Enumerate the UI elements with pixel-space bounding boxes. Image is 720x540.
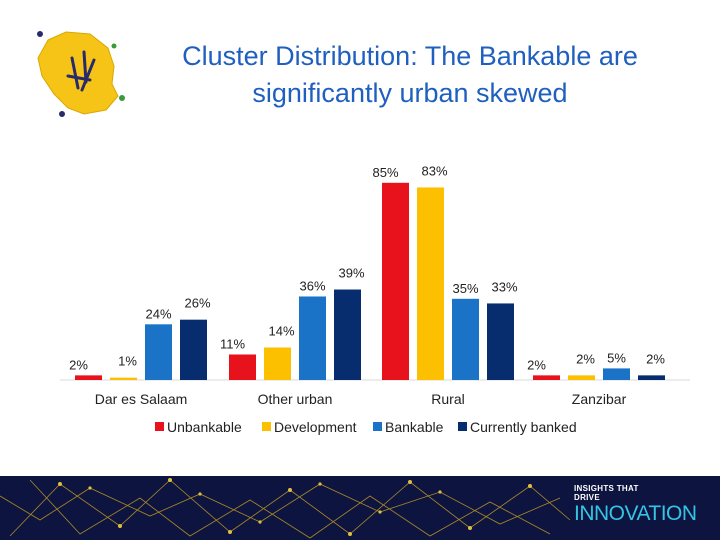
data-label-bankable-rural: 35% [452, 281, 478, 296]
data-label-development-zanzibar: 2% [576, 351, 595, 366]
legend-label-unbankable: Unbankable [167, 419, 242, 435]
chart-title-line-1: Cluster Distribution: The Bankable are [182, 41, 638, 71]
legend-label-currently-banked: Currently banked [470, 419, 577, 435]
data-label-unbankable-zanzibar: 2% [527, 357, 546, 372]
bar-bankable-dar-es-salaam [145, 324, 172, 380]
bar-unbankable-other-urban [229, 354, 256, 380]
data-label-currently-banked-rural: 33% [491, 279, 517, 294]
bar-unbankable-rural [382, 182, 409, 380]
bar-currently-banked-dar-es-salaam [180, 319, 207, 380]
brand-tagline-2: DRIVE [574, 493, 600, 502]
data-label-development-other-urban: 14% [268, 324, 294, 339]
brand-logo: INSIGHTS THAT DRIVE INNOVATION [574, 484, 714, 526]
data-label-bankable-other-urban: 36% [299, 278, 325, 293]
legend-item-bankable: Bankable [373, 419, 444, 435]
legend-swatch-unbankable [155, 422, 164, 431]
data-label-bankable-zanzibar: 5% [607, 350, 626, 365]
category-label-rural: Rural [431, 391, 464, 407]
data-label-bankable-dar-es-salaam: 24% [145, 306, 171, 321]
legend-item-unbankable: Unbankable [155, 419, 242, 435]
tanzania-map-logo [37, 31, 125, 117]
legend-item-currently-banked: Currently banked [458, 419, 577, 435]
bar-unbankable-dar-es-salaam [75, 375, 102, 380]
data-label-currently-banked-other-urban: 39% [338, 266, 364, 281]
bar-currently-banked-zanzibar [638, 375, 665, 380]
bar-currently-banked-rural [487, 303, 514, 380]
data-label-development-rural: 83% [421, 163, 447, 178]
bar-bankable-rural [452, 298, 479, 380]
footer-banner [0, 476, 720, 540]
legend-label-bankable: Bankable [385, 419, 444, 435]
chart-title: Cluster Distribution: The Bankable are s… [140, 38, 680, 112]
data-label-development-dar-es-salaam: 1% [118, 354, 137, 369]
legend-label-development: Development [274, 419, 357, 435]
category-label-dar-es-salaam: Dar es Salaam [95, 391, 188, 407]
bar-currently-banked-other-urban [334, 289, 361, 380]
bar-bankable-zanzibar [603, 368, 630, 380]
bar-development-zanzibar [568, 375, 595, 380]
legend-swatch-currently-banked [458, 422, 467, 431]
network-pattern [0, 478, 571, 539]
legend-swatch-development [262, 422, 271, 431]
legend-swatch-bankable [373, 422, 382, 431]
bar-development-other-urban [264, 347, 291, 380]
data-label-unbankable-other-urban: 11% [220, 336, 245, 351]
category-label-zanzibar: Zanzibar [572, 391, 627, 407]
category-label-other-urban: Other urban [258, 391, 333, 407]
bar-development-dar-es-salaam [110, 377, 137, 380]
data-label-unbankable-rural: 85% [372, 165, 398, 180]
data-label-unbankable-dar-es-salaam: 2% [69, 357, 88, 372]
bar-unbankable-zanzibar [533, 375, 560, 380]
chart-title-line-2: significantly urban skewed [252, 78, 568, 108]
bar-bankable-other-urban [299, 296, 326, 380]
bar-chart: 2% 11% 85% 2% 1% 14% 83% 2% 24% 36% 35% 5% 26% 39% 33%… [60, 163, 690, 435]
data-label-currently-banked-zanzibar: 2% [646, 351, 665, 366]
legend-item-development: Development [262, 419, 357, 435]
brand-tagline-1: INSIGHTS THAT [574, 484, 639, 493]
bar-development-rural [417, 187, 444, 380]
data-label-currently-banked-dar-es-salaam: 26% [184, 296, 210, 311]
brand-name: INNOVATION [574, 502, 697, 525]
